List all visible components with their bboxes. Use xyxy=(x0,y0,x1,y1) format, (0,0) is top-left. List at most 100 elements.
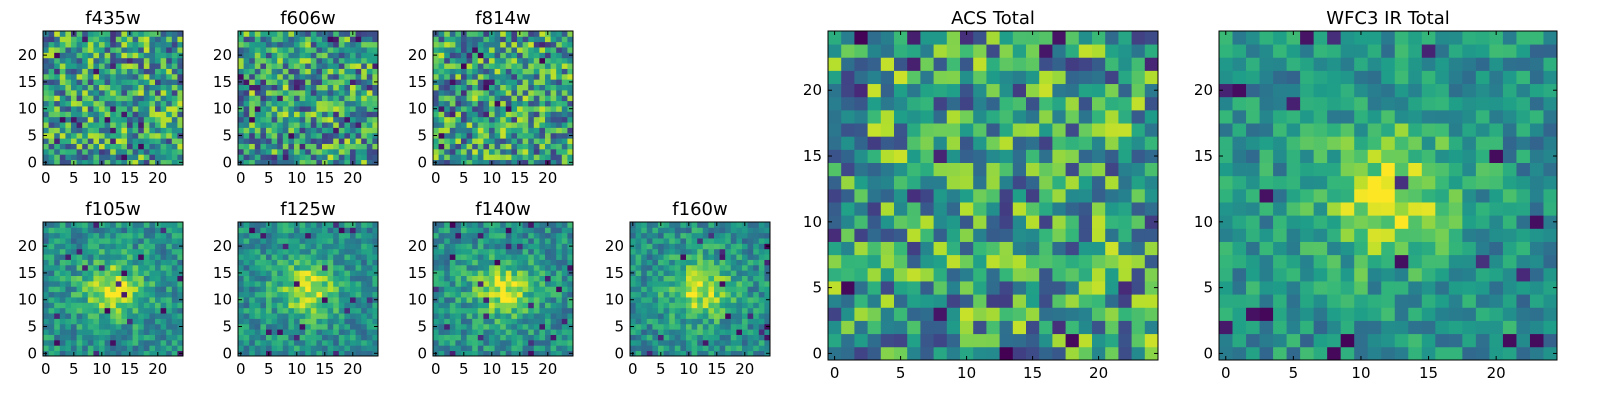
heatmap-cell xyxy=(433,264,439,271)
heatmap-cell xyxy=(110,73,117,80)
heatmap-cell xyxy=(177,127,184,134)
heatmap-cell xyxy=(736,243,743,250)
heatmap-cell xyxy=(753,248,760,255)
heatmap-cell xyxy=(271,138,278,144)
heatmap-cell xyxy=(115,41,122,48)
heatmap-cell xyxy=(54,350,61,357)
heatmap-cell xyxy=(1105,175,1119,190)
heatmap-cell xyxy=(366,106,373,112)
heatmap-cell xyxy=(132,132,139,139)
heatmap-cell xyxy=(104,100,111,107)
heatmap-cell xyxy=(764,238,771,244)
heatmap-cell xyxy=(567,116,574,123)
heatmap-cell xyxy=(238,143,244,150)
heatmap-cell xyxy=(505,297,512,303)
heatmap-cell xyxy=(171,339,178,346)
heatmap-cell xyxy=(561,79,568,85)
heatmap-cell xyxy=(260,222,267,228)
heatmap-cell xyxy=(686,259,692,266)
heatmap-cell xyxy=(333,232,340,239)
heatmap-cell xyxy=(104,254,111,260)
heatmap-cell xyxy=(171,323,178,330)
heatmap-cell xyxy=(82,280,89,287)
heatmap-cell xyxy=(294,259,300,266)
heatmap-cell xyxy=(973,267,987,282)
heatmap-cell xyxy=(43,275,49,282)
heatmap-cell xyxy=(747,318,754,325)
heatmap-cell xyxy=(461,259,467,266)
heatmap-cell xyxy=(867,228,882,242)
heatmap-cell xyxy=(54,79,61,85)
heatmap-cell xyxy=(472,41,479,48)
heatmap-cell xyxy=(171,47,178,53)
heatmap-cell xyxy=(742,339,748,346)
heatmap-cell xyxy=(338,259,345,266)
heatmap-cell xyxy=(494,232,501,239)
heatmap-cell xyxy=(545,84,551,91)
heatmap-cell xyxy=(110,318,117,325)
heatmap-cell xyxy=(338,334,345,341)
heatmap-cell xyxy=(310,259,317,266)
heatmap-cell xyxy=(87,345,94,352)
heatmap-cell xyxy=(327,270,334,276)
heatmap-cell xyxy=(361,259,368,266)
heatmap-cell xyxy=(54,318,61,325)
heatmap-cell xyxy=(155,286,161,293)
heatmap-cell xyxy=(104,259,111,266)
heatmap-cell xyxy=(138,232,145,239)
heatmap-cell xyxy=(635,339,642,346)
heatmap-cell xyxy=(646,275,653,282)
heatmap-cell xyxy=(674,275,681,282)
heatmap-cell xyxy=(472,297,479,303)
heatmap-cell xyxy=(333,291,340,298)
heatmap-cell xyxy=(333,227,340,234)
heatmap-cell xyxy=(528,57,535,64)
heatmap-cell xyxy=(171,84,178,91)
heatmap-cell xyxy=(355,275,362,282)
heatmap-cell xyxy=(160,84,167,91)
heatmap-cell xyxy=(138,95,145,102)
heatmap-cell xyxy=(294,238,300,244)
heatmap-cell xyxy=(561,84,568,91)
heatmap-cell xyxy=(758,297,765,303)
heatmap-cell xyxy=(338,84,345,91)
heatmap-cell xyxy=(472,222,479,228)
heatmap-cell xyxy=(310,41,317,48)
heatmap-cell xyxy=(48,100,55,107)
heatmap-cell xyxy=(841,307,855,321)
heatmap-cell xyxy=(539,127,546,134)
heatmap-cell xyxy=(260,291,267,298)
heatmap-cell xyxy=(1052,281,1066,295)
heatmap-cell xyxy=(691,345,698,352)
heatmap-cell xyxy=(93,302,100,309)
heatmap-cell xyxy=(121,243,128,250)
heatmap-cell xyxy=(742,345,748,352)
heatmap-cell xyxy=(299,79,306,85)
heatmap-cell xyxy=(333,100,340,107)
heatmap-cell xyxy=(461,302,467,309)
heatmap-cell xyxy=(556,159,563,166)
heatmap-cell xyxy=(149,264,156,271)
heatmap-cell xyxy=(730,350,737,357)
heatmap-cell xyxy=(93,238,100,244)
heatmap-cell xyxy=(76,122,83,128)
heatmap-cell xyxy=(907,241,921,256)
heatmap-cell xyxy=(539,275,546,282)
heatmap-cell xyxy=(372,116,379,123)
heatmap-cell xyxy=(166,259,173,266)
heatmap-cell xyxy=(730,339,737,346)
heatmap-cell xyxy=(355,318,362,325)
heatmap-cell xyxy=(517,227,523,234)
heatmap-cell xyxy=(494,63,501,69)
heatmap-cell xyxy=(310,350,317,357)
heatmap-cell xyxy=(433,100,439,107)
heatmap-cell xyxy=(686,313,692,319)
heatmap-cell xyxy=(166,286,173,293)
heatmap-cell xyxy=(310,132,317,139)
heatmap-cell xyxy=(355,243,362,250)
heatmap-cell xyxy=(533,132,540,139)
heatmap-cell xyxy=(93,286,100,293)
heatmap-cell xyxy=(438,302,445,309)
heatmap-cell xyxy=(714,318,720,325)
heatmap-cell xyxy=(71,297,77,303)
